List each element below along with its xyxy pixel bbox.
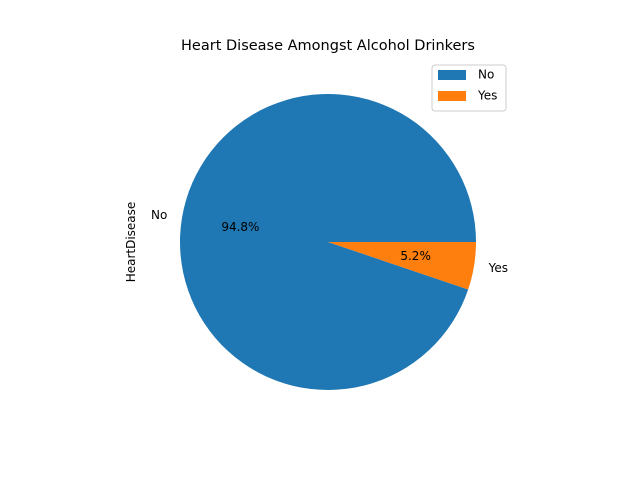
pie-slices	[180, 93, 477, 390]
legend-swatch-no	[438, 70, 466, 80]
pie-slice-no	[180, 93, 477, 390]
legend-swatch-yes	[438, 91, 466, 101]
pie-slice-yes	[328, 242, 476, 290]
legend: No Yes	[431, 64, 507, 112]
y-axis-label: HeartDisease	[124, 202, 138, 283]
percent-label-no: 94.8%	[221, 220, 259, 234]
pie-percent-labels: 94.8% 5.2%	[221, 220, 431, 263]
legend-label-no: No	[478, 68, 494, 82]
chart-title: Heart Disease Amongst Alcohol Drinkers	[181, 38, 475, 54]
pie-slice-labels: No Yes	[151, 208, 508, 275]
legend-label-yes: Yes	[477, 89, 497, 103]
percent-label-yes: 5.2%	[400, 249, 431, 263]
slice-label-no: No	[151, 208, 167, 222]
slice-label-yes: Yes	[488, 261, 508, 275]
